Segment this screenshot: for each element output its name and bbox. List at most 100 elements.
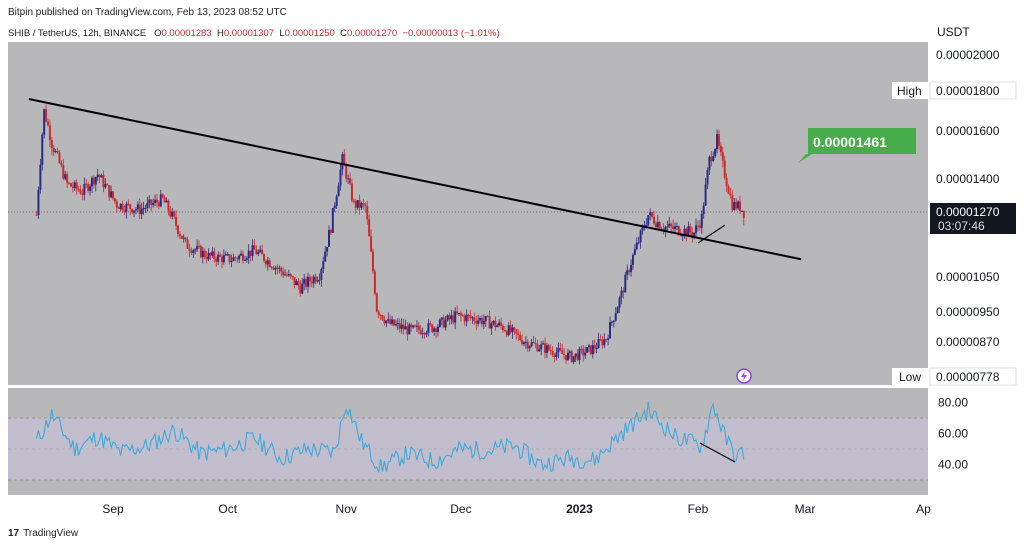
candle-body [257, 251, 260, 255]
time-tick-label: Oct [218, 502, 237, 516]
candle-body [98, 174, 101, 178]
candle-body [85, 183, 88, 185]
symbol-name[interactable]: SHIB / TetherUS, 12h, BINANCE [8, 28, 147, 39]
price-callout-bg[interactable] [798, 128, 916, 163]
tradingview-brand: TradingView [23, 528, 79, 539]
candle-body [345, 164, 348, 179]
candle-body [243, 259, 246, 261]
rsi-divergence-line[interactable] [699, 442, 736, 463]
candle-body [557, 347, 560, 353]
candle-body [618, 297, 621, 308]
candle-body [203, 250, 206, 257]
candle-body [127, 203, 130, 205]
candle-body [123, 210, 126, 212]
candle-body [155, 199, 158, 203]
candle-body [396, 322, 399, 325]
candle-body [559, 347, 562, 350]
candle-body [368, 219, 371, 237]
candle-body [310, 281, 313, 284]
low-tag-label: Low [899, 370, 921, 384]
candle-body [362, 203, 365, 205]
candle-body [435, 328, 438, 333]
open-value: 0.00001283 [161, 28, 212, 39]
candle-body [295, 281, 298, 285]
candle-body [574, 353, 577, 357]
candle-body [394, 324, 397, 326]
candle-body [681, 235, 684, 237]
candle-body [169, 210, 172, 217]
price-pane[interactable] [8, 42, 928, 385]
candle-body [503, 330, 506, 332]
rsi-axis[interactable]: 80.00 60.00 40.00 [938, 396, 968, 472]
candle-body [263, 254, 266, 261]
candle-body [534, 342, 537, 344]
price-tick-label: 0.00001600 [936, 124, 1000, 138]
candle-body [324, 251, 327, 262]
candle-body [553, 354, 556, 357]
candle-body [389, 319, 392, 324]
candle-body [647, 215, 650, 225]
candle-body [142, 208, 145, 210]
candle-body [255, 249, 258, 255]
candle-body [106, 184, 109, 186]
candle-body [496, 325, 499, 328]
candle-body [633, 249, 636, 255]
time-tick-label: Dec [450, 502, 471, 516]
tradingview-logo[interactable]: 17 TradingView [8, 528, 78, 539]
candle-body [201, 250, 204, 258]
candle-body [83, 183, 86, 195]
trendline-support[interactable] [697, 224, 726, 244]
candle-body [41, 134, 44, 166]
high-value: 0.00001800 [936, 84, 1000, 98]
lightning-glyph [741, 371, 747, 381]
candle-body [477, 320, 480, 324]
candle-body [438, 319, 441, 327]
candle-body [125, 203, 128, 212]
candle-body [639, 230, 642, 243]
candle-body [297, 281, 300, 286]
price-axis[interactable]: 0.00002000 0.00001800 0.00001600 0.00001400… [936, 48, 1000, 349]
time-axis[interactable]: Sep Oct Nov Dec 2023 Feb Mar Ap [102, 502, 931, 516]
candle-body [587, 345, 590, 348]
candle-body [303, 278, 306, 284]
candle-body [350, 183, 353, 201]
candle-body [45, 109, 48, 122]
candle-body [610, 321, 613, 323]
candle-body [551, 351, 554, 355]
low-label: L [279, 28, 285, 39]
candle-body [622, 290, 625, 293]
candle-body [43, 109, 46, 135]
candle-body [482, 321, 485, 325]
candle-body [469, 315, 472, 318]
candle-body [108, 185, 111, 198]
trendline-descending[interactable] [28, 98, 802, 261]
candle-body [545, 345, 548, 353]
candle-body [222, 255, 225, 263]
candle-body [272, 267, 275, 270]
candle-body [597, 339, 600, 349]
candle-body [198, 245, 201, 247]
candle-body [576, 353, 579, 360]
candle-body [320, 268, 323, 280]
candle-body [152, 202, 155, 206]
candle-body [578, 348, 581, 360]
candle-body [94, 176, 97, 185]
candle-body [184, 237, 187, 240]
candle-body [624, 274, 627, 293]
price-tick-label: 0.00001050 [936, 270, 1000, 284]
candle-body [723, 160, 726, 178]
candle-body [675, 226, 678, 228]
candle-body [595, 348, 598, 350]
candle-body [79, 190, 82, 194]
candle-body [488, 316, 491, 329]
candle-body [542, 343, 545, 345]
high-tag-label: High [897, 84, 922, 98]
candle-body [739, 201, 742, 211]
candle-body [731, 195, 734, 210]
candle-body [54, 151, 57, 153]
candle-body [561, 349, 564, 354]
candle-body [343, 154, 346, 165]
candle-body [677, 226, 680, 236]
low-value-box [929, 367, 1017, 386]
